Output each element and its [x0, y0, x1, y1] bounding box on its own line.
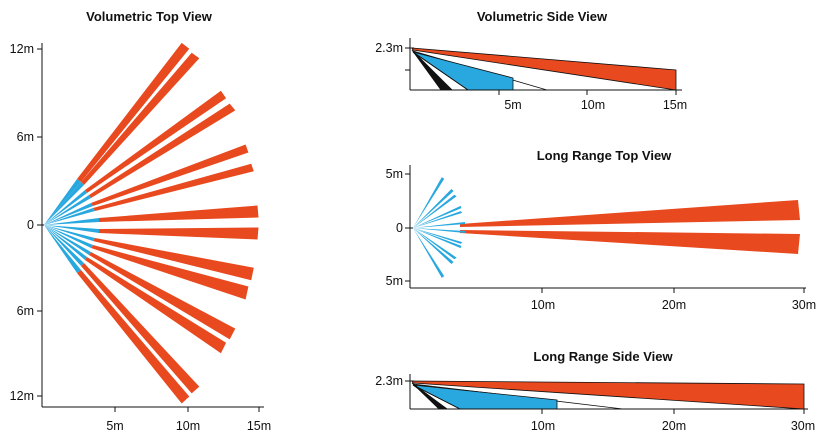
- y-tick-label: 0: [396, 221, 403, 235]
- beam-short: [413, 194, 457, 228]
- beam-short: [413, 189, 454, 228]
- volumetric-top-view-panel: Volumetric Top View: [10, 9, 271, 433]
- y-tick-label: 2.3m: [375, 374, 403, 388]
- beam-long: [99, 227, 259, 240]
- long-range-side-beams: [411, 380, 805, 410]
- x-tick-label: 5m: [504, 98, 521, 112]
- beam-long: [81, 263, 200, 394]
- beam-short: [413, 228, 463, 244]
- x-tick-label: 15m: [663, 98, 687, 112]
- beam-short: [413, 177, 445, 228]
- volumetric-top-view-title: Volumetric Top View: [86, 9, 213, 24]
- beam-long: [93, 163, 254, 211]
- beam-short: [413, 205, 462, 228]
- beam-short: [44, 190, 87, 225]
- beam-long: [85, 90, 227, 193]
- long-range-side-axes: 2.3m 10m 20m 30m: [375, 374, 815, 433]
- lr-beam-long: [460, 230, 800, 254]
- beam-short: [44, 225, 91, 255]
- beam-short: [44, 225, 93, 248]
- x-tick-label: 30m: [791, 419, 815, 433]
- beam-short: [413, 228, 457, 260]
- long-range-short-fan: [413, 177, 466, 278]
- beam-short: [413, 228, 466, 233]
- x-tick-label: 10m: [531, 419, 555, 433]
- beam-short: [44, 182, 84, 225]
- beam-long: [81, 52, 200, 186]
- volumetric-side-beams: [411, 47, 677, 91]
- beam-short: [44, 208, 95, 225]
- beam-short: [44, 225, 95, 241]
- beam-short: [44, 225, 84, 266]
- x-tick-label: 10m: [581, 98, 605, 112]
- y-tick-label: 12m: [10, 42, 34, 56]
- long-range-top-view-panel: Long Range Top View: [386, 148, 817, 312]
- x-tick-label: 10m: [531, 298, 555, 312]
- beam-short: [44, 225, 99, 233]
- volumetric-top-axes: 12m 6m 0 6m 12m 5m 10m 15m: [10, 42, 271, 433]
- volumetric-top-beams: [44, 42, 259, 404]
- x-tick-label: 20m: [662, 298, 686, 312]
- beam-short: [413, 228, 454, 264]
- long-range-side-view-title: Long Range Side View: [533, 349, 673, 364]
- y-tick-label: 2.3m: [375, 41, 403, 55]
- beam-long: [77, 270, 190, 404]
- beam-long: [89, 103, 236, 198]
- beam-short: [413, 228, 445, 278]
- beam-short: [413, 222, 466, 228]
- long-range-top-axes: 5m 0 5m 10m 20m 30m: [386, 165, 816, 312]
- beam-long: [93, 238, 254, 281]
- volumetric-top-short-beams: [44, 179, 99, 273]
- y-tick-label: 12m: [10, 389, 34, 403]
- x-tick-label: 30m: [792, 298, 816, 312]
- beam-short: [413, 228, 462, 249]
- y-tick-label: 6m: [17, 130, 34, 144]
- long-range-side-view-panel: Long Range Side View 2.3m 10m 20m 30m: [375, 349, 815, 433]
- volumetric-side-view-title: Volumetric Side View: [477, 9, 608, 24]
- y-tick-label: 5m: [386, 167, 403, 181]
- beam-short: [44, 218, 99, 225]
- beam-short: [44, 195, 91, 225]
- x-tick-label: 15m: [247, 419, 271, 433]
- beam-long: [85, 257, 227, 354]
- beam-short: [44, 225, 81, 273]
- volumetric-top-long-beams: [77, 42, 259, 404]
- beam-long: [99, 205, 259, 222]
- volumetric-side-view-panel: Volumetric Side View 2.3m 5m 10m 15m: [375, 9, 687, 112]
- y-tick-label: 5m: [386, 274, 403, 288]
- beam-short: [44, 203, 93, 225]
- lr-beam-long: [460, 200, 800, 227]
- long-range-top-beams: [413, 177, 800, 278]
- beam-short: [413, 211, 463, 228]
- beam-long: [89, 252, 236, 340]
- beam-long: [91, 245, 249, 300]
- beam-short: [44, 225, 87, 260]
- x-tick-label: 5m: [106, 419, 123, 433]
- volumetric-side-axes: 2.3m 5m 10m 15m: [375, 38, 687, 112]
- x-tick-label: 20m: [662, 419, 686, 433]
- y-tick-label: 0: [27, 218, 34, 232]
- y-tick-label: 6m: [17, 304, 34, 318]
- long-range-top-view-title: Long Range Top View: [537, 148, 672, 163]
- beam-long: [91, 144, 249, 206]
- beam-short: [44, 179, 81, 225]
- beam-long: [77, 42, 190, 183]
- x-tick-label: 10m: [176, 419, 200, 433]
